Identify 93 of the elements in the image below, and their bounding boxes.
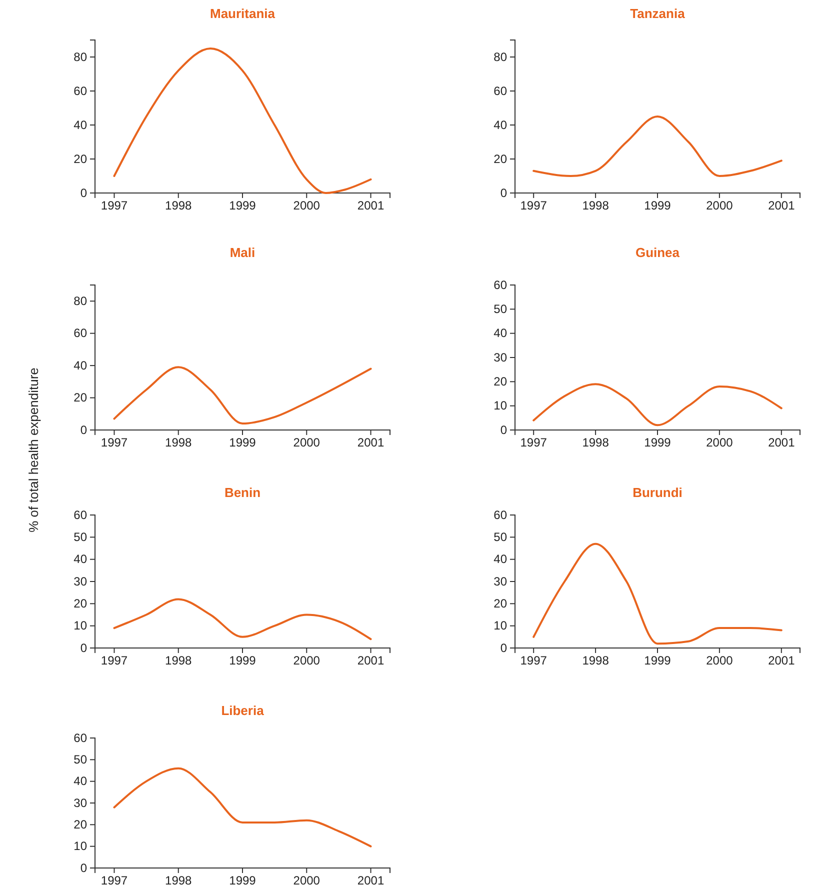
y-tick-label: 50 xyxy=(74,752,88,767)
y-tick-label: 10 xyxy=(494,398,508,413)
y-tick-label: 10 xyxy=(494,618,508,633)
y-tick-label: 30 xyxy=(74,574,88,588)
x-tick-label: 2001 xyxy=(768,654,796,668)
y-tick-label: 20 xyxy=(494,374,508,389)
y-tick-label: 60 xyxy=(494,84,508,98)
y-tick-label: 40 xyxy=(494,552,508,566)
line-series xyxy=(113,366,372,425)
x-tick-label: 1999 xyxy=(229,436,256,450)
x-tick-label: 1998 xyxy=(165,654,192,668)
x-tick-label: 1997 xyxy=(100,436,128,450)
x-tick-label: 1997 xyxy=(520,654,548,668)
y-tick-label: 40 xyxy=(74,358,88,372)
x-tick-label: 1999 xyxy=(229,198,256,213)
y-tick-label: 80 xyxy=(494,50,508,64)
line-series xyxy=(113,767,372,848)
y-tick-label: 50 xyxy=(494,302,508,316)
chart-title: Benin xyxy=(224,485,261,500)
x-tick-label: 1998 xyxy=(165,436,192,450)
x-tick-label: 2001 xyxy=(768,198,796,213)
x-tick-label: 1997 xyxy=(100,654,128,668)
y-tick-label: 60 xyxy=(494,278,508,292)
y-tick-label: 60 xyxy=(74,730,88,745)
line-series xyxy=(532,116,782,177)
y-tick-label: 40 xyxy=(494,326,508,340)
y-tick-label: 20 xyxy=(494,596,508,611)
x-tick-label: 1998 xyxy=(582,436,610,450)
y-tick-label: 60 xyxy=(494,508,508,522)
y-tick-label: 0 xyxy=(500,422,508,437)
y-tick-label: 0 xyxy=(500,640,508,655)
y-tick-label: 30 xyxy=(494,350,508,364)
x-tick-label: 1998 xyxy=(582,654,610,668)
x-tick-label: 1999 xyxy=(644,654,672,668)
x-tick-label: 1998 xyxy=(165,198,192,213)
x-tick-label: 1999 xyxy=(229,654,256,668)
chart-title: Mali xyxy=(230,245,256,260)
y-tick-label: 60 xyxy=(74,508,88,522)
x-tick-label: 2001 xyxy=(357,436,384,450)
y-tick-label: 80 xyxy=(74,50,88,64)
chart-title: Burundi xyxy=(632,485,682,500)
x-tick-label: 2001 xyxy=(768,436,796,450)
y-tick-label: 0 xyxy=(80,422,88,437)
y-tick-label: 20 xyxy=(74,390,88,405)
x-tick-label: 1997 xyxy=(100,198,128,213)
y-tick-label: 60 xyxy=(74,84,88,98)
x-tick-label: 1997 xyxy=(520,436,548,450)
chart-title: Liberia xyxy=(221,703,265,718)
x-tick-label: 2000 xyxy=(293,654,320,668)
line-series xyxy=(113,48,372,194)
y-tick-label: 0 xyxy=(80,186,88,200)
x-tick-label: 2000 xyxy=(293,874,320,888)
line-series xyxy=(532,542,782,645)
x-tick-label: 2000 xyxy=(293,198,320,213)
y-tick-label: 50 xyxy=(494,530,508,544)
chart-title: Guinea xyxy=(635,245,680,260)
y-tick-label: 40 xyxy=(74,552,88,566)
y-tick-label: 10 xyxy=(74,618,88,633)
y-tick-label: 40 xyxy=(74,774,88,788)
chart-title: Mauritania xyxy=(210,6,276,21)
chart-title: Tanzania xyxy=(630,6,686,21)
y-tick-label: 0 xyxy=(80,640,88,655)
line-series xyxy=(532,383,782,426)
y-tick-label: 60 xyxy=(74,326,88,340)
x-tick-label: 2000 xyxy=(706,654,734,668)
x-tick-label: 2000 xyxy=(706,198,734,213)
y-tick-label: 10 xyxy=(74,839,88,854)
y-tick-label: 40 xyxy=(74,118,88,132)
y-tick-label: 20 xyxy=(74,596,88,611)
y-tick-label: 20 xyxy=(74,152,88,166)
y-tick-label: 30 xyxy=(494,574,508,588)
y-axis-title: % of total health expenditure xyxy=(26,368,41,532)
line-series xyxy=(113,598,372,640)
x-tick-label: 2000 xyxy=(706,436,734,450)
x-tick-label: 2001 xyxy=(357,654,384,668)
y-tick-label: 50 xyxy=(74,530,88,544)
x-tick-label: 1998 xyxy=(165,874,192,888)
y-tick-label: 20 xyxy=(494,152,508,166)
y-tick-label: 20 xyxy=(74,818,88,832)
x-tick-label: 1999 xyxy=(644,436,672,450)
y-tick-label: 80 xyxy=(74,294,88,308)
x-tick-label: 2001 xyxy=(357,874,384,888)
x-tick-label: 1999 xyxy=(229,874,256,888)
x-tick-label: 1998 xyxy=(582,198,610,213)
y-tick-label: 40 xyxy=(494,118,508,132)
y-tick-label: 30 xyxy=(74,796,88,810)
y-tick-label: 0 xyxy=(500,186,508,200)
x-tick-label: 1997 xyxy=(100,874,128,888)
x-tick-label: 1997 xyxy=(520,198,548,213)
x-tick-label: 2000 xyxy=(293,436,320,450)
x-tick-label: 1999 xyxy=(644,198,672,213)
y-tick-label: 0 xyxy=(80,860,88,875)
x-tick-label: 2001 xyxy=(357,198,384,213)
